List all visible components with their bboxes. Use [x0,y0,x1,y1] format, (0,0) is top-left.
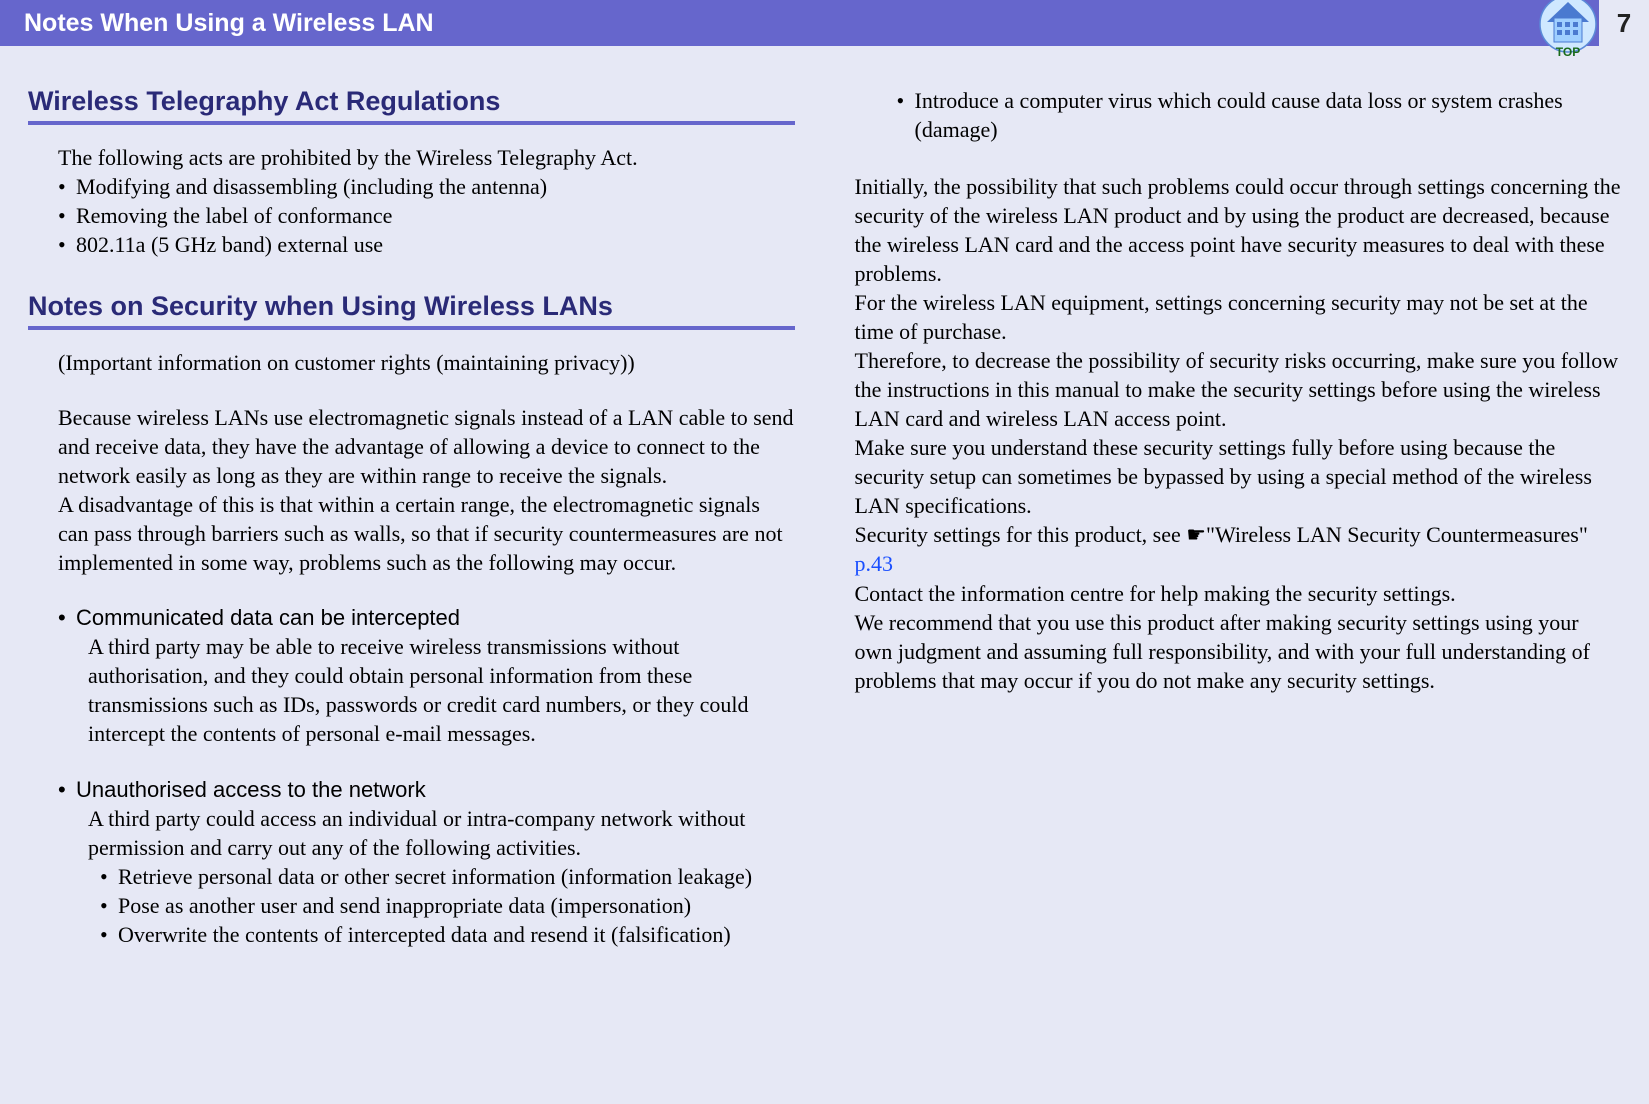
content: Wireless Telegraphy Act Regulations The … [0,46,1649,1066]
section2-para1: Because wireless LANs use electromagneti… [58,403,795,490]
para3: Initially, the possibility that such pro… [855,172,1622,288]
sub1-body: A third party may be able to receive wir… [88,632,795,748]
section1-bullet: •Modifying and disassembling (including … [58,172,795,201]
section1-bullet: •802.11a (5 GHz band) external use [58,230,795,259]
para8: Contact the information centre for help … [855,579,1622,608]
page-link[interactable]: p.43 [855,551,894,576]
header-bar: Notes When Using a Wireless LAN TOP 7 [0,0,1649,46]
section2-body: (Important information on customer right… [58,348,795,949]
section1-intro: The following acts are prohibited by the… [58,143,795,172]
section2-heading: Notes on Security when Using Wireless LA… [28,291,795,330]
header-title: Notes When Using a Wireless LAN [24,9,434,38]
sub1-heading: •Communicated data can be intercepted [58,603,795,632]
page-number: 7 [1599,0,1649,46]
section1-heading: Wireless Telegraphy Act Regulations [28,86,795,125]
section2-para2: A disadvantage of this is that within a … [58,490,795,577]
section1-bullet: •Removing the label of conformance [58,201,795,230]
sub2-heading: •Unauthorised access to the network [58,775,795,804]
para5: Therefore, to decrease the possibility o… [855,346,1622,433]
sub2-bullet: •Overwrite the contents of intercepted d… [100,920,795,949]
para6: Make sure you understand these security … [855,433,1622,520]
sub2-bullet: •Pose as another user and send inappropr… [100,891,795,920]
section2-intro: (Important information on customer right… [58,348,795,377]
pointer-icon: ☛ [1186,522,1206,547]
col2-body: Initially, the possibility that such pro… [855,172,1622,695]
col2-virus-bullet: •Introduce a computer virus which could … [897,86,1622,144]
para4: For the wireless LAN equipment, settings… [855,288,1622,346]
sub2-bullet: •Retrieve personal data or other secret … [100,862,795,891]
section1-body: The following acts are prohibited by the… [58,143,795,259]
top-icon[interactable]: TOP [1537,0,1599,58]
para7: Security settings for this product, see … [855,520,1622,578]
top-icon-label: TOP [1556,45,1580,58]
sub2-body: A third party could access an individual… [88,804,795,949]
para9: We recommend that you use this product a… [855,608,1622,695]
